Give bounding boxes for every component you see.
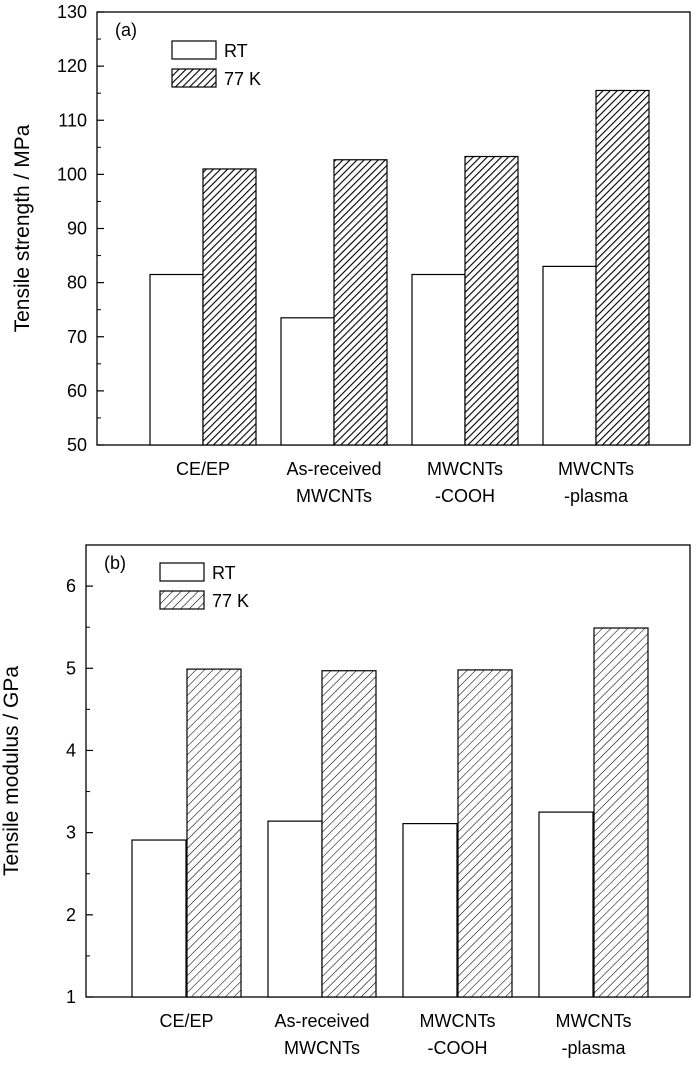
bar-rt: [267, 820, 323, 998]
x-tick-label: -COOH: [435, 486, 495, 506]
x-tick-label: -COOH: [428, 1038, 488, 1058]
y-tick-label: 5: [66, 658, 76, 678]
x-tick-label: CE/EP: [159, 1011, 213, 1031]
x-tick-label: MWCNTs: [284, 1038, 360, 1058]
y-tick-label: 3: [66, 823, 76, 843]
bar-77k: [457, 669, 513, 998]
x-tick-label: MWCNTs: [558, 459, 634, 479]
panel-label: (a): [115, 20, 137, 40]
y-tick-label: 90: [67, 219, 87, 239]
plot-frame: [85, 544, 691, 998]
x-tick-label: CE/EP: [176, 459, 230, 479]
x-tick-label: As-received: [286, 459, 381, 479]
legend-label-rt: RT: [224, 41, 248, 61]
x-tick-label: MWCNTs: [296, 486, 372, 506]
y-axis-label: Tensile strength / MPa: [11, 124, 34, 332]
bar-77k: [593, 627, 649, 998]
bar-77k: [321, 670, 377, 998]
bar-rt: [149, 273, 204, 446]
x-tick-label: MWCNTs: [427, 459, 503, 479]
bar-77k: [333, 159, 388, 446]
y-tick-label: 60: [67, 381, 87, 401]
x-tick-label: -plasma: [564, 486, 629, 506]
legend-swatch-rt: [171, 40, 217, 60]
legend-label-77k: 77 K: [224, 69, 261, 89]
legend-label-77k: 77 K: [212, 591, 249, 611]
bar-77k: [464, 155, 519, 446]
legend-swatch-rt: [159, 562, 205, 582]
bar-77k: [595, 89, 650, 446]
bar-rt: [538, 811, 594, 998]
y-tick-label: 70: [67, 327, 87, 347]
bar-rt: [411, 273, 466, 446]
y-tick-label: 120: [57, 56, 87, 76]
x-tick-label: MWCNTs: [420, 1011, 496, 1031]
panel-b-tensile-modulus: 1 2 3 4 5 6 Tensile modulus / GPa (b) CE/EP As-re…: [0, 544, 691, 1058]
bar-rt: [131, 839, 187, 998]
x-tick-label: -plasma: [561, 1038, 626, 1058]
y-tick-label: 2: [66, 905, 76, 925]
bar-77k: [186, 668, 242, 998]
bar-rt: [402, 822, 458, 998]
bar-rt: [280, 317, 335, 446]
legend-swatch-77k: [159, 590, 205, 610]
legend-label-rt: RT: [212, 563, 236, 583]
y-tick-label: 130: [57, 2, 87, 22]
bar-rt: [542, 265, 597, 446]
x-tick-label: MWCNTs: [556, 1011, 632, 1031]
y-tick-label: 100: [57, 164, 87, 184]
y-axis-label: Tensile modulus / GPa: [0, 666, 23, 876]
y-tick-label: 80: [67, 273, 87, 293]
legend-swatch-77k: [171, 68, 217, 88]
panel-a-tensile-strength: 50 60 70 80 90 100 110 120 130 Tensile strength /…: [11, 2, 691, 506]
y-tick-label: 50: [67, 435, 87, 455]
y-tick-label: 110: [58, 110, 87, 130]
panel-label: (b): [104, 553, 126, 573]
x-tick-label: As-received: [274, 1011, 369, 1031]
y-tick-label: 4: [66, 740, 76, 760]
bar-77k: [202, 168, 257, 446]
y-tick-label: 6: [66, 576, 76, 596]
y-tick-label: 1: [66, 987, 76, 1007]
